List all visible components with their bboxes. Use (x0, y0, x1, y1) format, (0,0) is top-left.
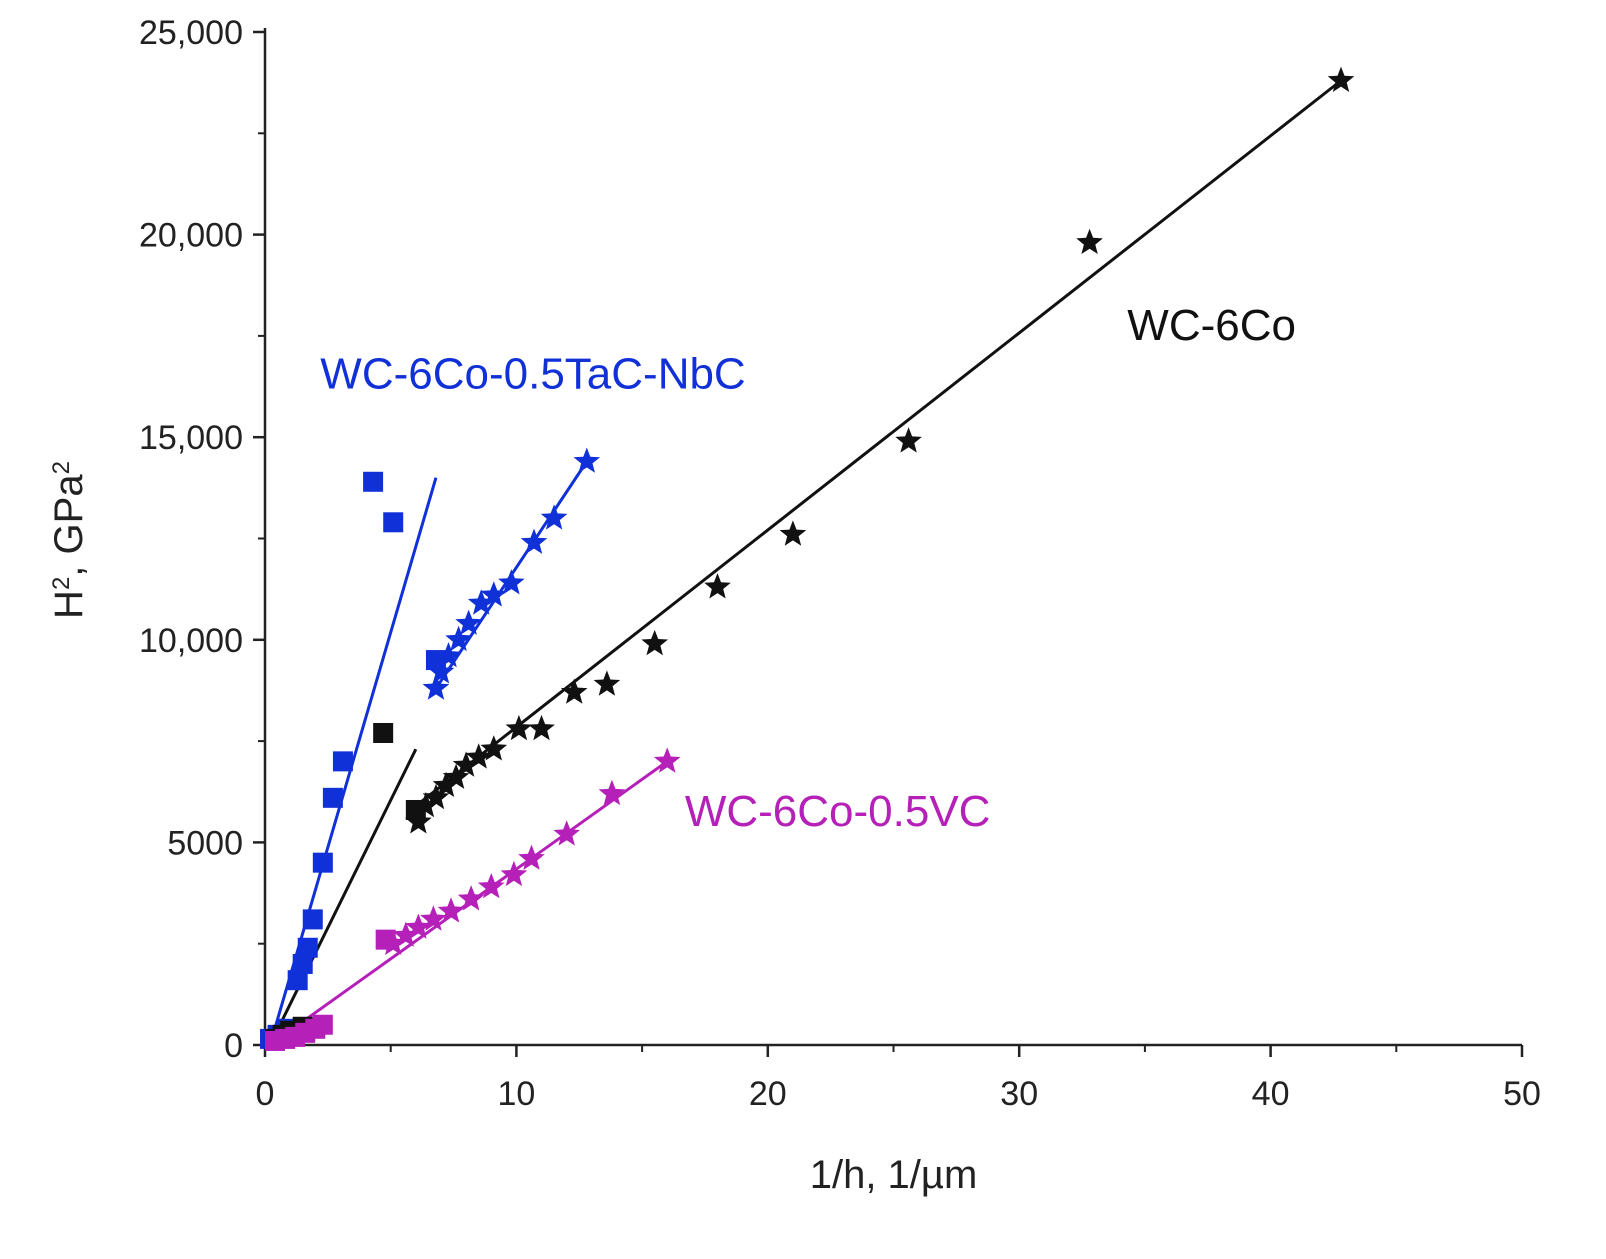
square-marker (383, 512, 404, 533)
y-tick-label: 10,000 (139, 622, 243, 660)
star-marker (435, 642, 462, 668)
star-marker (379, 929, 407, 955)
square-marker (287, 970, 308, 991)
square-marker (373, 722, 394, 743)
star-marker (477, 873, 505, 899)
square-marker (292, 953, 313, 974)
star-marker (528, 714, 555, 741)
star-marker (518, 844, 545, 870)
star-marker (452, 751, 480, 777)
star-marker (467, 589, 495, 615)
series-annotation: WC-6Co-0.5TaC-NbC (320, 350, 745, 399)
fit-line (414, 79, 1342, 808)
fit-lines-layer (268, 79, 1342, 1047)
star-marker (641, 629, 668, 656)
star-marker (895, 427, 922, 453)
star-marker (540, 504, 568, 530)
star-marker (779, 520, 807, 546)
points-layer (260, 66, 1355, 1051)
star-marker (498, 569, 525, 595)
square-marker (322, 787, 343, 808)
star-marker (1076, 228, 1103, 254)
star-marker (598, 779, 626, 806)
star-marker (432, 771, 460, 797)
y-axis-title-superscript: 2 (48, 577, 75, 590)
x-tick-label: 10 (497, 1075, 535, 1113)
y-axis-title-part: , GPa (47, 474, 91, 577)
y-tick-label: 5000 (167, 824, 243, 862)
y-axis-title-superscript: 2 (48, 461, 75, 474)
star-marker (405, 808, 432, 834)
series-annotation: WC-6Co (1127, 301, 1296, 350)
star-marker (422, 783, 450, 810)
square-marker (312, 852, 333, 873)
star-marker (412, 791, 440, 818)
y-tick-label: 0 (224, 1027, 243, 1065)
x-tick-label: 50 (1503, 1075, 1541, 1113)
annotations-layer: WC-6Co-0.5TaC-NbC WC-6Co WC-6Co-0.5VC (320, 301, 1296, 836)
y-tick-label: 25,000 (139, 14, 243, 52)
star-marker (520, 528, 548, 554)
y-tick-label: 20,000 (139, 217, 243, 255)
square-marker (363, 471, 384, 492)
square-marker (312, 1014, 333, 1035)
y-tick-label: 15,000 (139, 419, 243, 457)
axes-layer: 0 10 20 30 40 50 0 5000 10,000 15,000 20,000 25,000… (47, 14, 1541, 1197)
star-marker (445, 625, 472, 652)
square-marker (297, 937, 318, 958)
x-tick-label: 40 (1252, 1075, 1290, 1113)
star-marker (1327, 66, 1355, 92)
star-marker (437, 897, 465, 923)
star-marker (480, 735, 508, 761)
star-marker (593, 670, 621, 696)
star-marker (457, 885, 485, 911)
x-tick-label: 0 (256, 1075, 275, 1113)
fit-line (268, 748, 418, 1046)
star-marker (560, 678, 588, 704)
square-marker (332, 751, 353, 772)
star-marker (422, 674, 450, 700)
y-axis-title: H2, GPa2 (47, 461, 91, 619)
star-marker (392, 921, 420, 947)
y-axis-title-part: H (47, 590, 91, 619)
star-marker (405, 913, 432, 939)
series-annotation: WC-6Co-0.5VC (685, 787, 991, 836)
x-axis-title: 1/h, 1/µm (810, 1153, 978, 1197)
star-marker (505, 714, 533, 741)
star-marker (653, 747, 681, 773)
star-marker (480, 581, 508, 607)
star-marker (465, 743, 492, 769)
x-tick-label: 20 (749, 1075, 787, 1113)
star-marker (573, 447, 601, 473)
star-marker (455, 609, 482, 635)
star-marker (442, 763, 470, 789)
star-marker (704, 573, 731, 599)
star-marker (553, 820, 580, 846)
star-marker (420, 905, 447, 931)
fit-line (268, 477, 438, 1046)
x-tick-label: 30 (1000, 1075, 1038, 1113)
star-marker (500, 860, 528, 887)
square-marker (302, 909, 323, 930)
star-marker (427, 658, 455, 684)
